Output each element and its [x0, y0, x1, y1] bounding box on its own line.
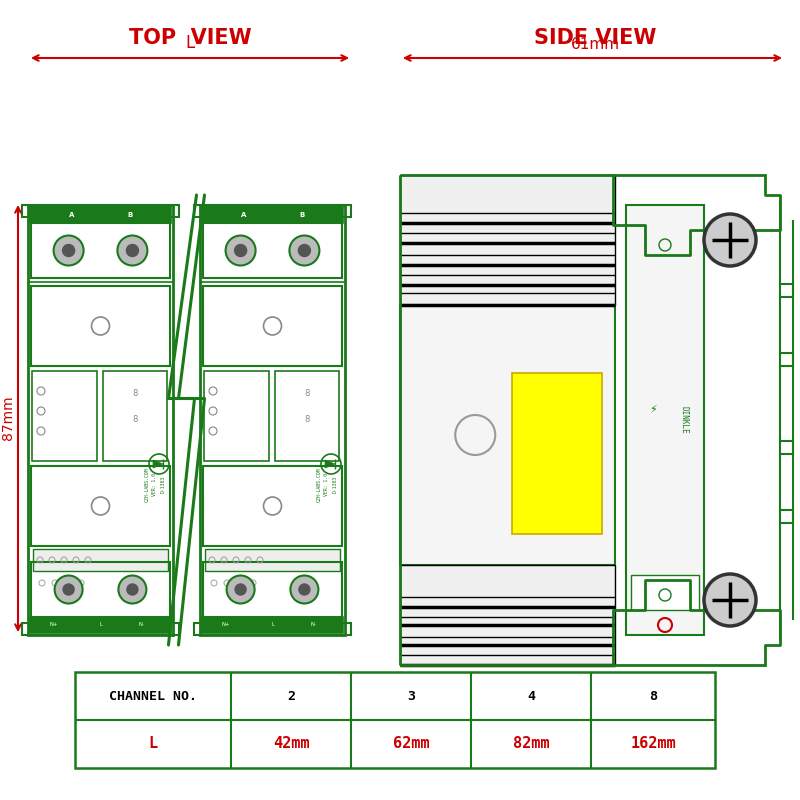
Bar: [400, 565, 615, 665]
Text: 42mm: 42mm: [273, 737, 310, 751]
Text: 162mm: 162mm: [630, 737, 676, 751]
Circle shape: [118, 235, 147, 266]
Text: N+: N+: [222, 622, 230, 627]
Bar: [194, 623, 351, 635]
Bar: [200, 205, 345, 635]
Text: 62mm: 62mm: [393, 737, 430, 751]
Text: DINKLE: DINKLE: [680, 406, 689, 434]
Circle shape: [54, 235, 83, 266]
Text: 4: 4: [527, 690, 535, 702]
Text: D-1303: D-1303: [333, 476, 338, 493]
Text: 87mm: 87mm: [1, 396, 15, 440]
Text: 8: 8: [132, 389, 138, 398]
Circle shape: [226, 235, 256, 266]
Bar: [75, 672, 715, 768]
Circle shape: [290, 235, 319, 266]
Bar: [22, 623, 179, 635]
Bar: [33, 549, 168, 571]
Bar: [30, 207, 171, 223]
Text: N-: N-: [310, 622, 316, 627]
Text: CHANNEL NO.: CHANNEL NO.: [109, 690, 197, 702]
Circle shape: [126, 245, 138, 257]
Bar: [205, 549, 340, 571]
Circle shape: [62, 245, 74, 257]
Text: 8: 8: [132, 414, 138, 423]
Bar: [32, 371, 97, 461]
Text: CZH-LABS.COM: CZH-LABS.COM: [317, 467, 322, 502]
Text: VER: 1.0: VER: 1.0: [325, 473, 330, 496]
Bar: [202, 207, 343, 223]
Bar: [31, 562, 170, 617]
Circle shape: [63, 584, 74, 595]
Text: 8: 8: [649, 690, 657, 702]
Bar: [202, 617, 343, 633]
Circle shape: [235, 584, 246, 595]
Bar: [400, 305, 615, 565]
Bar: [626, 205, 704, 635]
Text: 8: 8: [304, 389, 310, 398]
Text: VER: 1.0: VER: 1.0: [153, 473, 158, 496]
Circle shape: [290, 575, 318, 603]
Bar: [203, 223, 342, 278]
Bar: [31, 223, 170, 278]
Bar: [194, 205, 351, 217]
Circle shape: [704, 574, 756, 626]
Bar: [102, 371, 167, 461]
Bar: [274, 371, 339, 461]
Text: 82mm: 82mm: [513, 737, 550, 751]
Text: L: L: [149, 737, 158, 751]
Text: ⚡: ⚡: [650, 405, 657, 415]
Circle shape: [118, 575, 146, 603]
Polygon shape: [153, 460, 163, 468]
Text: L: L: [271, 622, 274, 627]
Text: N+: N+: [50, 622, 58, 627]
Text: A: A: [241, 212, 246, 218]
Bar: [204, 371, 269, 461]
Bar: [31, 286, 170, 366]
Bar: [203, 286, 342, 366]
Circle shape: [298, 245, 310, 257]
Text: L: L: [99, 622, 102, 627]
Circle shape: [299, 584, 310, 595]
Bar: [203, 466, 342, 546]
Bar: [22, 205, 179, 217]
Bar: [400, 175, 615, 305]
Bar: [631, 575, 699, 610]
Text: B: B: [299, 212, 304, 218]
Text: 3: 3: [407, 690, 415, 702]
Bar: [31, 466, 170, 546]
Circle shape: [127, 584, 138, 595]
Text: 8: 8: [304, 414, 310, 423]
Text: B: B: [127, 212, 132, 218]
Bar: [512, 373, 602, 534]
Bar: [203, 562, 342, 617]
Text: N-: N-: [138, 622, 144, 627]
Polygon shape: [325, 460, 335, 468]
Circle shape: [234, 245, 246, 257]
Bar: [28, 205, 173, 635]
Text: TOP  VIEW: TOP VIEW: [129, 28, 251, 48]
Text: D-1303: D-1303: [161, 476, 166, 493]
Bar: [30, 617, 171, 633]
Text: CZH-LABS.COM: CZH-LABS.COM: [145, 467, 150, 502]
Text: 61mm: 61mm: [570, 37, 619, 52]
Text: A: A: [69, 212, 74, 218]
Circle shape: [226, 575, 254, 603]
Text: SIDE VIEW: SIDE VIEW: [534, 28, 656, 48]
Circle shape: [704, 214, 756, 266]
Text: 2: 2: [287, 690, 295, 702]
Circle shape: [54, 575, 82, 603]
Text: L: L: [186, 34, 194, 52]
